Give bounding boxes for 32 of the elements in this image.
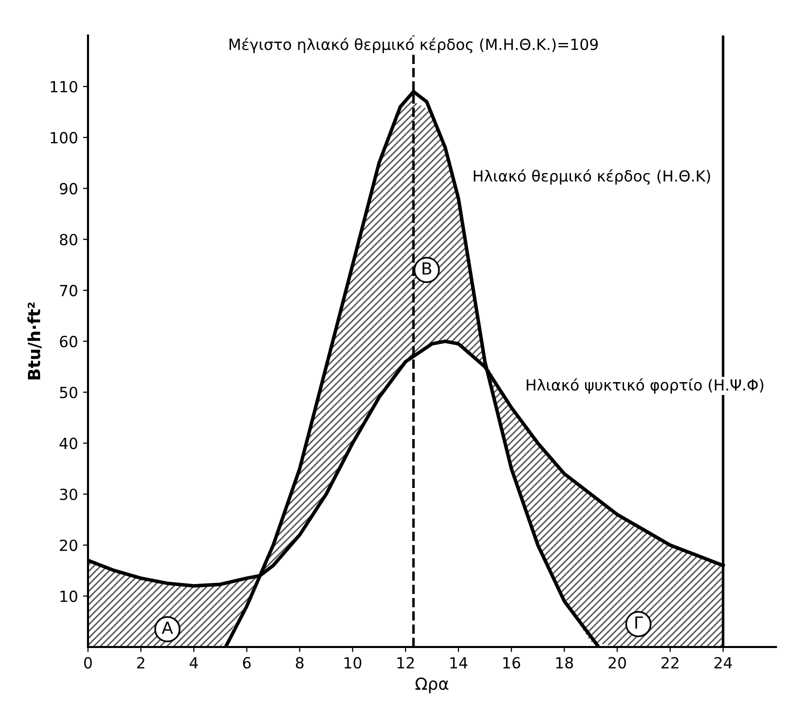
annotation: Β bbox=[422, 262, 432, 275]
x-tick-label: 0 bbox=[84, 657, 92, 669]
y-tick-label: 40 bbox=[60, 438, 78, 450]
x-tick-label: 2 bbox=[137, 657, 144, 668]
y-tick-label: 60 bbox=[60, 336, 78, 348]
y-tick-label: 100 bbox=[50, 132, 78, 144]
x-tick-label: 10 bbox=[344, 657, 362, 669]
y-axis-title: Btu/h·ft² bbox=[27, 302, 42, 380]
series-label: Ηλιακό θερμικό κέρδος (Η.Θ.Κ) bbox=[474, 169, 710, 185]
x-tick-label: 16 bbox=[503, 657, 520, 669]
y-tick-label: 80 bbox=[60, 234, 78, 246]
annotation: Γ bbox=[635, 616, 643, 629]
y-tick-label: 20 bbox=[60, 540, 78, 552]
annotation: Α bbox=[162, 622, 173, 634]
x-tick-label: 20 bbox=[608, 657, 626, 669]
y-tick-label: 10 bbox=[60, 590, 78, 602]
x-tick-label: 4 bbox=[190, 657, 198, 668]
x-tick-label: 6 bbox=[242, 657, 251, 669]
x-tick-label: 12 bbox=[397, 657, 414, 668]
x-tick-label: 14 bbox=[450, 657, 468, 668]
annotation: Μέγιστο ηλιακό θερμικό κέρδος (Μ.Η.Θ.Κ.)=109 bbox=[230, 38, 598, 54]
x-axis-title: Ωρα bbox=[415, 677, 448, 694]
series-label: Ηλιακό ψυκτικό φορτίο (Η.Ψ.Φ) bbox=[526, 378, 764, 394]
x-tick-label: 24 bbox=[714, 657, 732, 668]
y-tick-label: 90 bbox=[60, 182, 78, 194]
y-tick-label: 30 bbox=[60, 488, 78, 500]
x-tick-label: 22 bbox=[662, 657, 678, 668]
y-tick-label: 50 bbox=[60, 386, 78, 398]
y-tick-label: 70 bbox=[60, 284, 78, 296]
x-tick-label: 18 bbox=[556, 657, 573, 669]
y-tick-label: 110 bbox=[50, 80, 78, 93]
x-tick-label: 8 bbox=[296, 657, 304, 669]
